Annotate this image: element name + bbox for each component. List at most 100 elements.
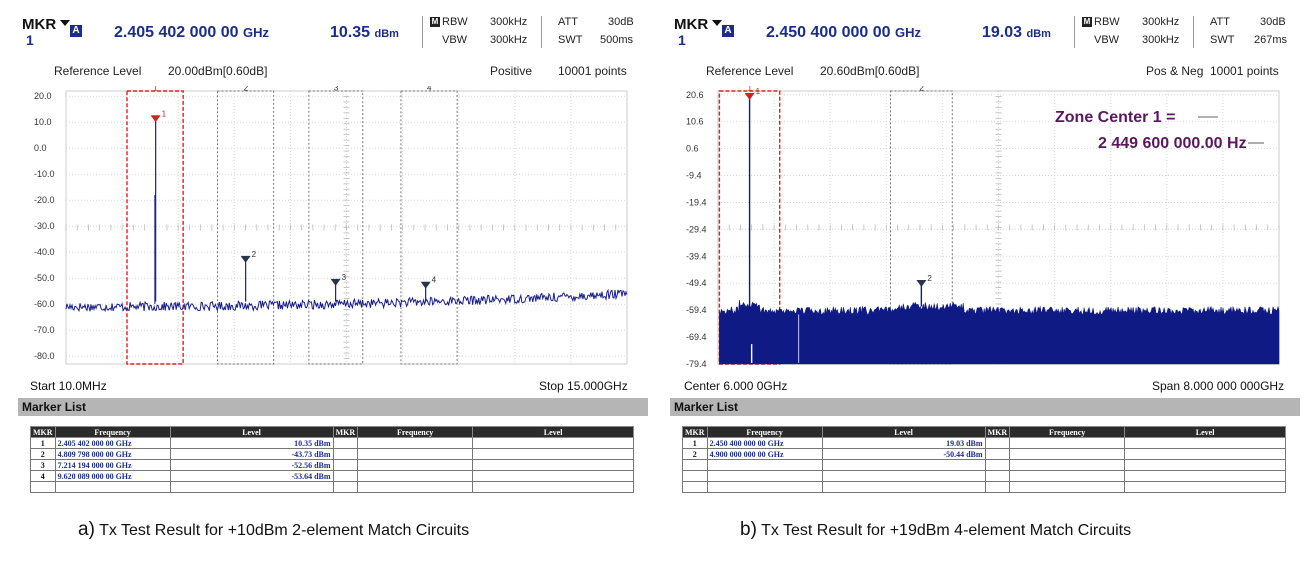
table-header-row: MKR Frequency Level MKR Frequency Level [682,426,1287,438]
marker-table: MKR Frequency Level MKR Frequency Level 1 2.405… [30,426,635,493]
sweep-points: 10001 points [1210,64,1279,78]
table-row[interactable] [682,481,1287,493]
y-tick-label: -30.0 [34,221,55,231]
frequency-cell [706,470,823,482]
reference-level-value: 20.60dBm[0.60dB] [820,64,920,78]
spectrum-panel-a: MKR 1 A 2.405 402 000 00 GHz 10.35 dBm M… [18,0,648,561]
marker-level-unit: dBm [374,28,399,40]
empty-cell [1124,459,1287,471]
y-tick-label: 20.0 [34,91,52,101]
marker-3-label: 3 [342,273,347,282]
mkr-cell [682,481,708,493]
empty-cell [1124,448,1287,460]
marker-table: MKR Frequency Level MKR Frequency Level 1 2.450… [682,426,1287,493]
table-row[interactable]: 2 4.809 798 000 00 GHz -43.73 dBm [30,448,635,460]
column-header: MKR [984,426,1011,438]
zone-box-1[interactable] [126,90,184,365]
marker-3-icon[interactable] [330,278,341,286]
level-cell: -50.44 dBm [821,448,986,460]
y-tick-label: 10.6 [686,117,704,127]
table-row[interactable]: 3 7.214 194 000 00 GHz -52.56 dBm [30,459,635,471]
spectrum-plot[interactable]: 20.0 10.0 0.0 -10.0 -20.0 -30.0 -40.0 -50.0 -60.… [18,86,648,368]
spectrum-plot[interactable]: 20.6 10.6 0.6 -9.4 -19.4 -29.4 -39.4 -49.4 -59.4… [670,86,1300,368]
marker-2-icon[interactable] [916,280,927,287]
trace-line [65,288,628,313]
empty-cell [984,470,1011,482]
empty-cell [1009,459,1126,471]
level-cell: 19.03 dBm [821,437,986,449]
zone-box-3[interactable] [308,90,364,365]
column-header: Level [169,426,334,438]
y-tick-label: -20.0 [34,195,55,205]
divider [541,16,542,48]
empty-cell [332,481,359,493]
divider [422,16,423,48]
caption-text: Tx Test Result for +19dBm 4-element Matc… [761,522,1132,539]
level-cell [821,470,986,482]
empty-cell [984,437,1011,449]
y-tick-label: -49.4 [686,278,707,288]
marker-frequency-unit: GHz [243,25,270,40]
marker-level-value: 19.03 [982,24,1023,41]
empty-cell [332,459,359,471]
level-cell: 10.35 dBm [169,437,334,449]
marker-level: 10.35 dBm [330,24,399,42]
figure-caption: a) Tx Test Result for +10dBm 2-element M… [78,519,469,541]
x-start-label: Start 10.0MHz [30,379,107,393]
table-row[interactable] [30,481,635,493]
empty-cell [332,448,359,460]
x-end-label: Stop 15.000GHz [539,379,628,393]
x-end-label: Span 8.000 000 000GHz [1152,379,1285,393]
marker-header: MKR 1 A 2.450 400 000 00 GHz 19.03 dBm M… [670,0,1300,50]
y-tick-label: -79.4 [686,359,707,368]
mkr-dropdown-icon[interactable] [60,20,70,26]
table-header-row: MKR Frequency Level MKR Frequency Level [30,426,635,438]
marker-1-icon[interactable] [744,93,755,100]
divider [1193,16,1194,48]
mkr-number: 1 [678,32,686,48]
empty-cell [357,459,474,471]
marker-1-icon[interactable] [150,115,161,123]
mode-badge: A [722,25,734,37]
reference-level-label: Reference Level [706,64,794,78]
vbw-label: VBW [1094,34,1120,46]
empty-cell [1009,470,1126,482]
caption-letter: a) [78,519,95,540]
empty-cell [984,459,1011,471]
y-tick-label: -69.4 [686,332,707,342]
trace-fill [719,299,1280,365]
mkr-cell: 1 [30,437,56,449]
marker-2-icon[interactable] [240,255,251,263]
empty-cell [332,437,359,449]
table-row[interactable]: 4 9.620 089 000 00 GHz -53.64 dBm [30,470,635,482]
zone-label-3: 3 [334,86,339,93]
marker-4-icon[interactable] [420,281,431,289]
detector-mode: Pos & Neg [1146,64,1204,78]
zone-center-annotation-line1: Zone Center 1 = [1055,109,1175,126]
marker-frequency-value: 2.405 402 000 00 [114,24,239,41]
y-tick-label: -70.0 [34,325,55,335]
zone-label-2: 2 [919,86,924,93]
table-row[interactable]: 2 4.900 000 000 00 GHz -50.44 dBm [682,448,1287,460]
table-row[interactable]: 1 2.450 400 000 00 GHz 19.03 dBm [682,437,1287,449]
reference-level-label: Reference Level [54,64,142,78]
column-header: Level [821,426,986,438]
mkr-cell [682,459,708,471]
column-header: Frequency [1009,426,1126,438]
marker-level: 19.03 dBm [982,24,1051,42]
empty-cell [984,481,1011,493]
table-row[interactable]: 1 2.405 402 000 00 GHz 10.35 dBm [30,437,635,449]
column-header: Frequency [706,426,823,438]
zone-box-4[interactable] [400,90,458,365]
divider [1074,16,1075,48]
zone-box-2[interactable] [217,90,275,365]
detector-mode: Positive [490,64,533,78]
level-cell [821,459,986,471]
marker-4-label: 4 [432,276,437,285]
table-row[interactable] [682,459,1287,471]
mkr-dropdown-icon[interactable] [712,20,722,26]
table-row[interactable] [682,470,1287,482]
mkr-cell: 2 [30,448,56,460]
att-value: 30dB [608,16,634,28]
manual-icon: M [1082,17,1092,27]
